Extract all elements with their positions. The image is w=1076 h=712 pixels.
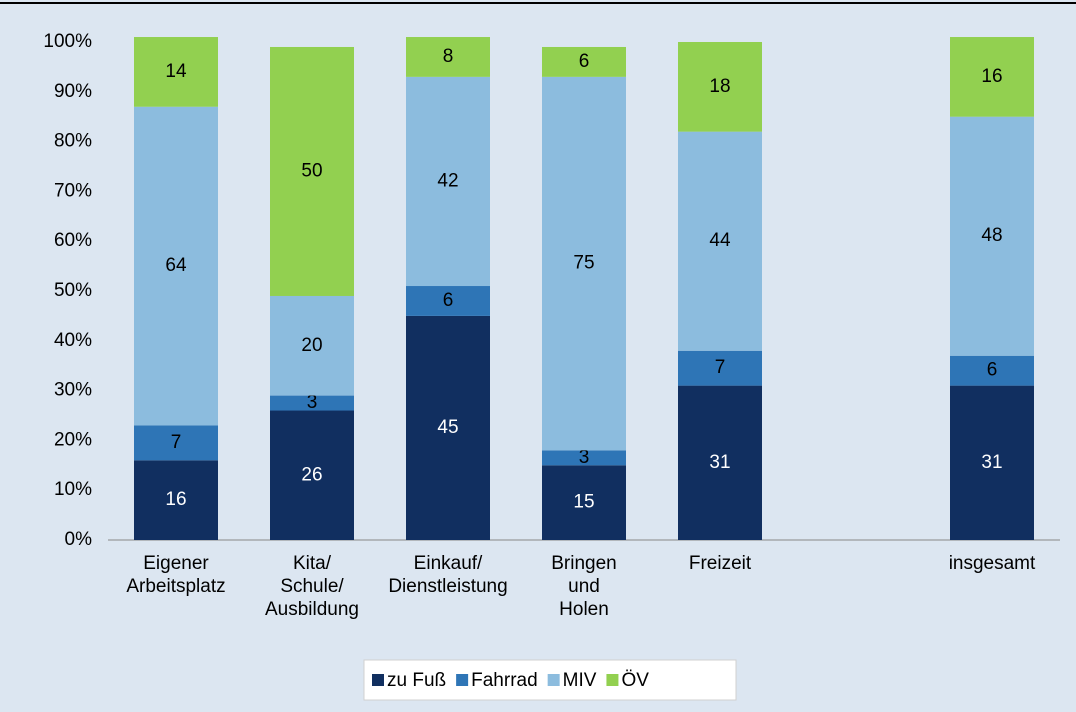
bar-segment — [950, 385, 1034, 540]
x-tick-label: Kita/ Schule/ Ausbildung — [264, 553, 360, 620]
bar-segment — [406, 76, 490, 287]
bar-segment — [134, 460, 218, 540]
x-tick-label: Einkauf/ Dienstleistung — [388, 553, 508, 597]
bar-segment — [270, 395, 354, 411]
data-label: 31 — [709, 452, 730, 473]
legend-swatch — [606, 674, 619, 686]
data-label: 7 — [715, 357, 726, 378]
legend-label: zu Fuß — [387, 670, 446, 691]
data-label: 14 — [165, 61, 187, 82]
bar-segment — [678, 131, 762, 351]
bar-segment — [270, 46, 354, 296]
x-tick-label: insgesamt — [948, 553, 1036, 574]
bar-segment — [406, 286, 490, 316]
data-label: 16 — [165, 489, 186, 510]
bar-segment — [134, 37, 218, 107]
bar-segment — [950, 116, 1034, 356]
data-label: 64 — [165, 255, 187, 276]
bar-segment — [134, 106, 218, 426]
y-tick-label: 90% — [54, 81, 92, 102]
legend-swatch — [372, 674, 384, 686]
data-label: 6 — [579, 51, 590, 72]
x-tick-label: Bringen und Holen — [551, 553, 617, 620]
legend-swatch — [547, 674, 560, 686]
legend-label: Fahrrad — [471, 670, 538, 691]
y-tick-label: 20% — [54, 429, 92, 450]
data-label: 75 — [573, 253, 594, 274]
y-tick-label: 100% — [43, 31, 92, 52]
bar-segment — [950, 355, 1034, 386]
data-label: 6 — [987, 360, 998, 381]
bar-segment — [678, 350, 762, 386]
bar-segment — [678, 385, 762, 540]
data-label: 8 — [443, 46, 454, 67]
bar-segment — [542, 465, 626, 540]
x-tick-label: Eigener Arbeitsplatz — [126, 553, 226, 597]
data-label: 42 — [437, 170, 458, 191]
y-tick-label: 40% — [54, 330, 92, 351]
bar-segment — [950, 37, 1034, 117]
bar-segment — [542, 46, 626, 77]
data-label: 6 — [443, 290, 454, 311]
y-tick-label: 70% — [54, 180, 92, 201]
data-label: 3 — [579, 447, 590, 468]
bar-segment — [542, 76, 626, 451]
legend-label: ÖV — [621, 670, 649, 691]
legend-label: MIV — [563, 670, 597, 691]
bar-segment — [270, 410, 354, 540]
data-label: 15 — [573, 492, 594, 513]
data-label: 7 — [171, 432, 182, 453]
y-tick-label: 50% — [54, 280, 92, 301]
legend-swatch — [456, 674, 469, 686]
y-tick-label: 60% — [54, 230, 92, 251]
y-tick-label: 10% — [54, 479, 92, 500]
data-label: 44 — [709, 230, 731, 251]
data-label: 3 — [307, 392, 318, 413]
bar-segment — [406, 315, 490, 540]
data-label: 31 — [981, 452, 1002, 473]
data-label: 26 — [301, 464, 322, 485]
data-label: 45 — [437, 417, 458, 438]
data-label: 20 — [301, 335, 322, 356]
y-tick-label: 80% — [54, 131, 92, 152]
bar-segment — [678, 42, 762, 132]
bar-segment — [270, 295, 354, 396]
y-tick-label: 30% — [54, 380, 92, 401]
bar-segment — [406, 37, 490, 77]
data-label: 50 — [301, 160, 322, 181]
bar-segment — [542, 450, 626, 466]
x-tick-label: Freizeit — [688, 553, 752, 574]
data-label: 18 — [709, 76, 730, 97]
data-label: 48 — [981, 225, 1002, 246]
data-label: 16 — [981, 66, 1002, 87]
y-tick-label: 0% — [65, 529, 93, 550]
bar-segment — [134, 425, 218, 461]
